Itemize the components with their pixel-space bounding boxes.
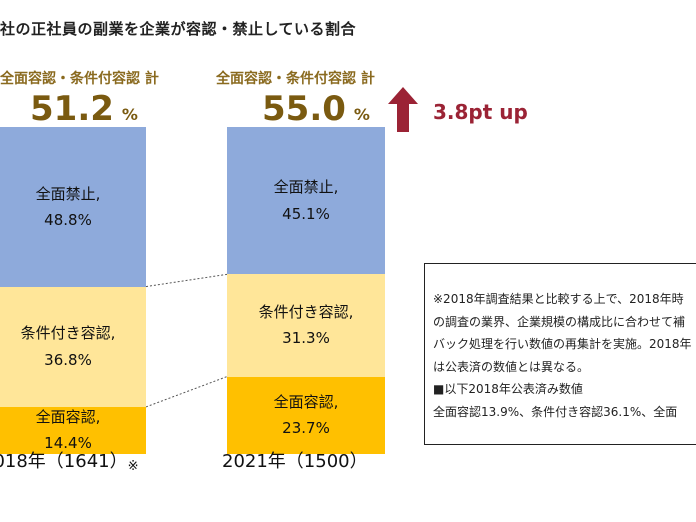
segment-conditional-2021: 条件付き容認, 31.3% — [227, 274, 385, 377]
x-label-2021: 2021年（1500） — [222, 447, 368, 473]
note-line: ■以下2018年公表済み数値 — [433, 382, 583, 396]
segment-conditional-2021-label: 条件付き容認, — [258, 303, 354, 322]
total-number-2018: 51.2 — [30, 89, 114, 129]
connector-lines — [145, 273, 228, 408]
x-label-2018-mark: ※ — [127, 459, 139, 474]
total-unit-2021: % — [353, 105, 370, 124]
segment-full-2018-value: 14.4% — [44, 434, 92, 453]
segment-full-2021: 全面容認, 23.7% — [227, 376, 385, 454]
x-label-2018: 2018年（1641）※ — [0, 447, 139, 474]
total-label-2018: 全面容認・条件付容認 計 — [0, 71, 159, 87]
segment-full-2018: 全面容認, 14.4% — [0, 406, 146, 454]
delta-label: 3.8pt up — [433, 100, 528, 124]
x-label-2018-text: 2018年（1641） — [0, 451, 128, 472]
note-line: ※2018年調査結果と比較する上で、2018年時 — [433, 292, 684, 306]
connector-line-2 — [145, 376, 228, 408]
note-line: の調査の業界、企業規模の構成比に合わせて補 — [433, 314, 686, 329]
segment-full-2021-value: 23.7% — [282, 419, 330, 438]
total-number-2021: 55.0 — [262, 89, 346, 129]
segment-ban-2021: 全面禁止, 45.1% — [227, 127, 385, 275]
total-label-2021: 全面容認・条件付容認 計 — [216, 71, 375, 87]
segment-conditional-2018-label: 条件付き容認, — [20, 324, 116, 343]
note-box: ※2018年調査結果と比較する上で、2018年時 の調査の業界、企業規模の構成比… — [424, 263, 696, 445]
total-value-2021: 55.0% — [262, 92, 370, 126]
connector-line-1 — [145, 273, 228, 288]
note-line: は公表済の数値とは異なる。 — [433, 359, 590, 374]
total-unit-2018: % — [121, 105, 138, 124]
note-line: バック処理を行い数値の再集計を実施。2018年 — [433, 337, 692, 351]
x-label-2021-text: 2021年（1500） — [222, 451, 368, 472]
note-line: 全面容認13.9%、条件付き容認36.1%、全面 — [433, 404, 678, 419]
segment-full-2018-label: 全面容認, — [35, 408, 101, 427]
segment-ban-2018-value: 48.8% — [44, 210, 92, 229]
segment-ban-2018: 全面禁止, 48.8% — [0, 127, 146, 287]
segment-conditional-2021-value: 31.3% — [282, 329, 330, 348]
up-arrow-icon — [388, 87, 418, 132]
segment-ban-2021-value: 45.1% — [282, 204, 330, 223]
bar-2021: 全面禁止, 45.1% 条件付き容認, 31.3% 全面容認, 23.7% — [227, 127, 385, 454]
segment-conditional-2018-value: 36.8% — [44, 350, 92, 369]
segment-conditional-2018: 条件付き容認, 36.8% — [0, 286, 146, 407]
segment-ban-2021-label: 全面禁止, — [273, 178, 339, 197]
segment-ban-2018-label: 全面禁止, — [35, 184, 101, 203]
total-value-2018: 51.2% — [30, 92, 138, 126]
bar-2018: 全面禁止, 48.8% 条件付き容認, 36.8% 全面容認, 14.4% — [0, 127, 146, 454]
chart-title: 社の正社員の副業を企業が容認・禁止している割合 — [0, 20, 357, 38]
segment-full-2021-label: 全面容認, — [273, 393, 339, 412]
